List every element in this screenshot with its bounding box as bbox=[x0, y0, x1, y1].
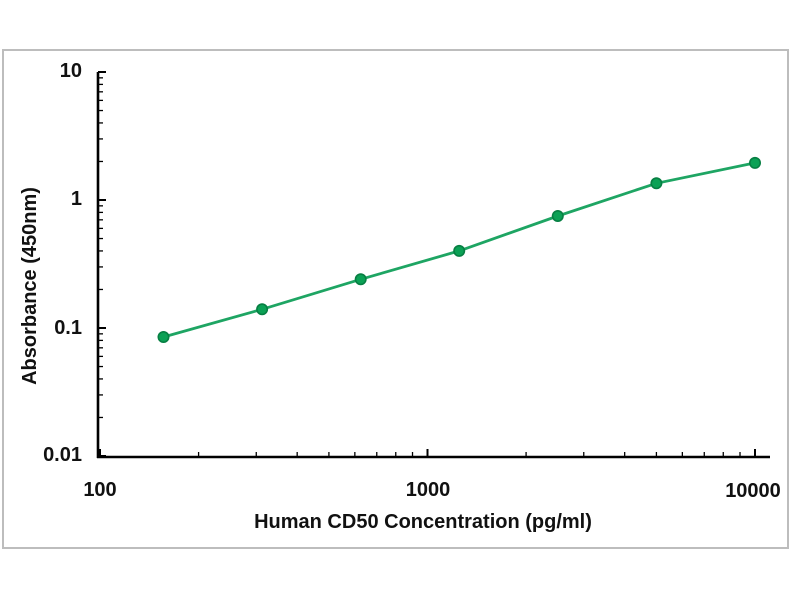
x-axis-title: Human CD50 Concentration (pg/ml) bbox=[254, 511, 592, 533]
x-tick-label-10000: 10000 bbox=[725, 480, 781, 502]
figure-border-frame bbox=[2, 49, 789, 549]
x-tick-label-1000: 1000 bbox=[405, 479, 451, 501]
y-tick-label-10: 10 bbox=[59, 60, 82, 82]
y-tick-label-0-1: 0.1 bbox=[54, 317, 82, 339]
x-tick-label-100: 100 bbox=[83, 479, 117, 501]
y-axis-title: Absorbance (450nm) bbox=[19, 187, 41, 385]
y-tick-label-1: 1 bbox=[70, 188, 82, 210]
y-tick-label-0-01: 0.01 bbox=[43, 444, 82, 466]
